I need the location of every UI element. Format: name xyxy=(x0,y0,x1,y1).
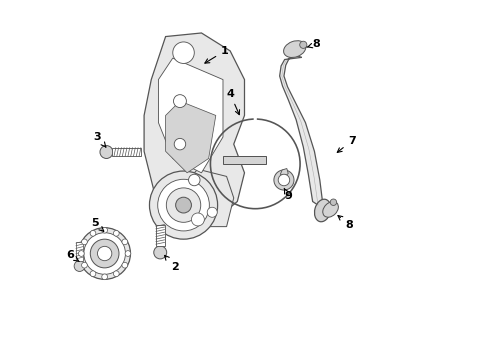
Polygon shape xyxy=(112,148,140,156)
Polygon shape xyxy=(158,58,223,173)
Circle shape xyxy=(90,271,96,276)
Ellipse shape xyxy=(314,199,330,222)
Ellipse shape xyxy=(322,202,338,217)
Text: 8: 8 xyxy=(337,216,352,230)
Circle shape xyxy=(172,42,194,63)
Circle shape xyxy=(90,230,96,236)
Circle shape xyxy=(122,239,127,245)
Circle shape xyxy=(102,227,107,233)
Circle shape xyxy=(174,138,185,150)
Circle shape xyxy=(79,228,130,279)
Circle shape xyxy=(166,188,201,222)
Text: 6: 6 xyxy=(66,250,79,262)
Circle shape xyxy=(78,251,84,256)
Circle shape xyxy=(81,262,87,268)
Circle shape xyxy=(102,274,107,280)
Circle shape xyxy=(81,239,87,245)
Circle shape xyxy=(188,174,200,186)
Circle shape xyxy=(273,170,293,190)
Text: 5: 5 xyxy=(91,218,103,231)
Text: 2: 2 xyxy=(164,256,178,272)
Polygon shape xyxy=(165,101,215,173)
Circle shape xyxy=(207,207,217,217)
Circle shape xyxy=(329,199,336,206)
Text: 3: 3 xyxy=(94,132,106,147)
Circle shape xyxy=(278,174,289,186)
Circle shape xyxy=(74,261,85,271)
Circle shape xyxy=(158,179,209,231)
Circle shape xyxy=(191,213,204,226)
Circle shape xyxy=(97,246,112,261)
Text: 4: 4 xyxy=(226,89,239,114)
Polygon shape xyxy=(280,168,287,176)
Polygon shape xyxy=(76,242,83,261)
Circle shape xyxy=(175,197,191,213)
Polygon shape xyxy=(176,169,233,226)
Circle shape xyxy=(83,233,125,274)
Text: 8: 8 xyxy=(306,40,320,49)
Circle shape xyxy=(149,171,217,239)
Polygon shape xyxy=(156,225,164,246)
Text: 1: 1 xyxy=(204,46,228,63)
Circle shape xyxy=(122,262,127,268)
Circle shape xyxy=(125,251,131,256)
Ellipse shape xyxy=(283,41,305,58)
Circle shape xyxy=(299,41,306,48)
Circle shape xyxy=(100,145,113,158)
Circle shape xyxy=(153,246,166,259)
Text: 9: 9 xyxy=(284,188,292,201)
Polygon shape xyxy=(144,33,244,230)
Circle shape xyxy=(113,271,119,276)
Circle shape xyxy=(113,230,119,236)
Circle shape xyxy=(90,239,119,268)
Polygon shape xyxy=(223,156,265,164)
Text: 7: 7 xyxy=(337,136,355,152)
Polygon shape xyxy=(279,55,323,209)
Circle shape xyxy=(173,95,186,108)
